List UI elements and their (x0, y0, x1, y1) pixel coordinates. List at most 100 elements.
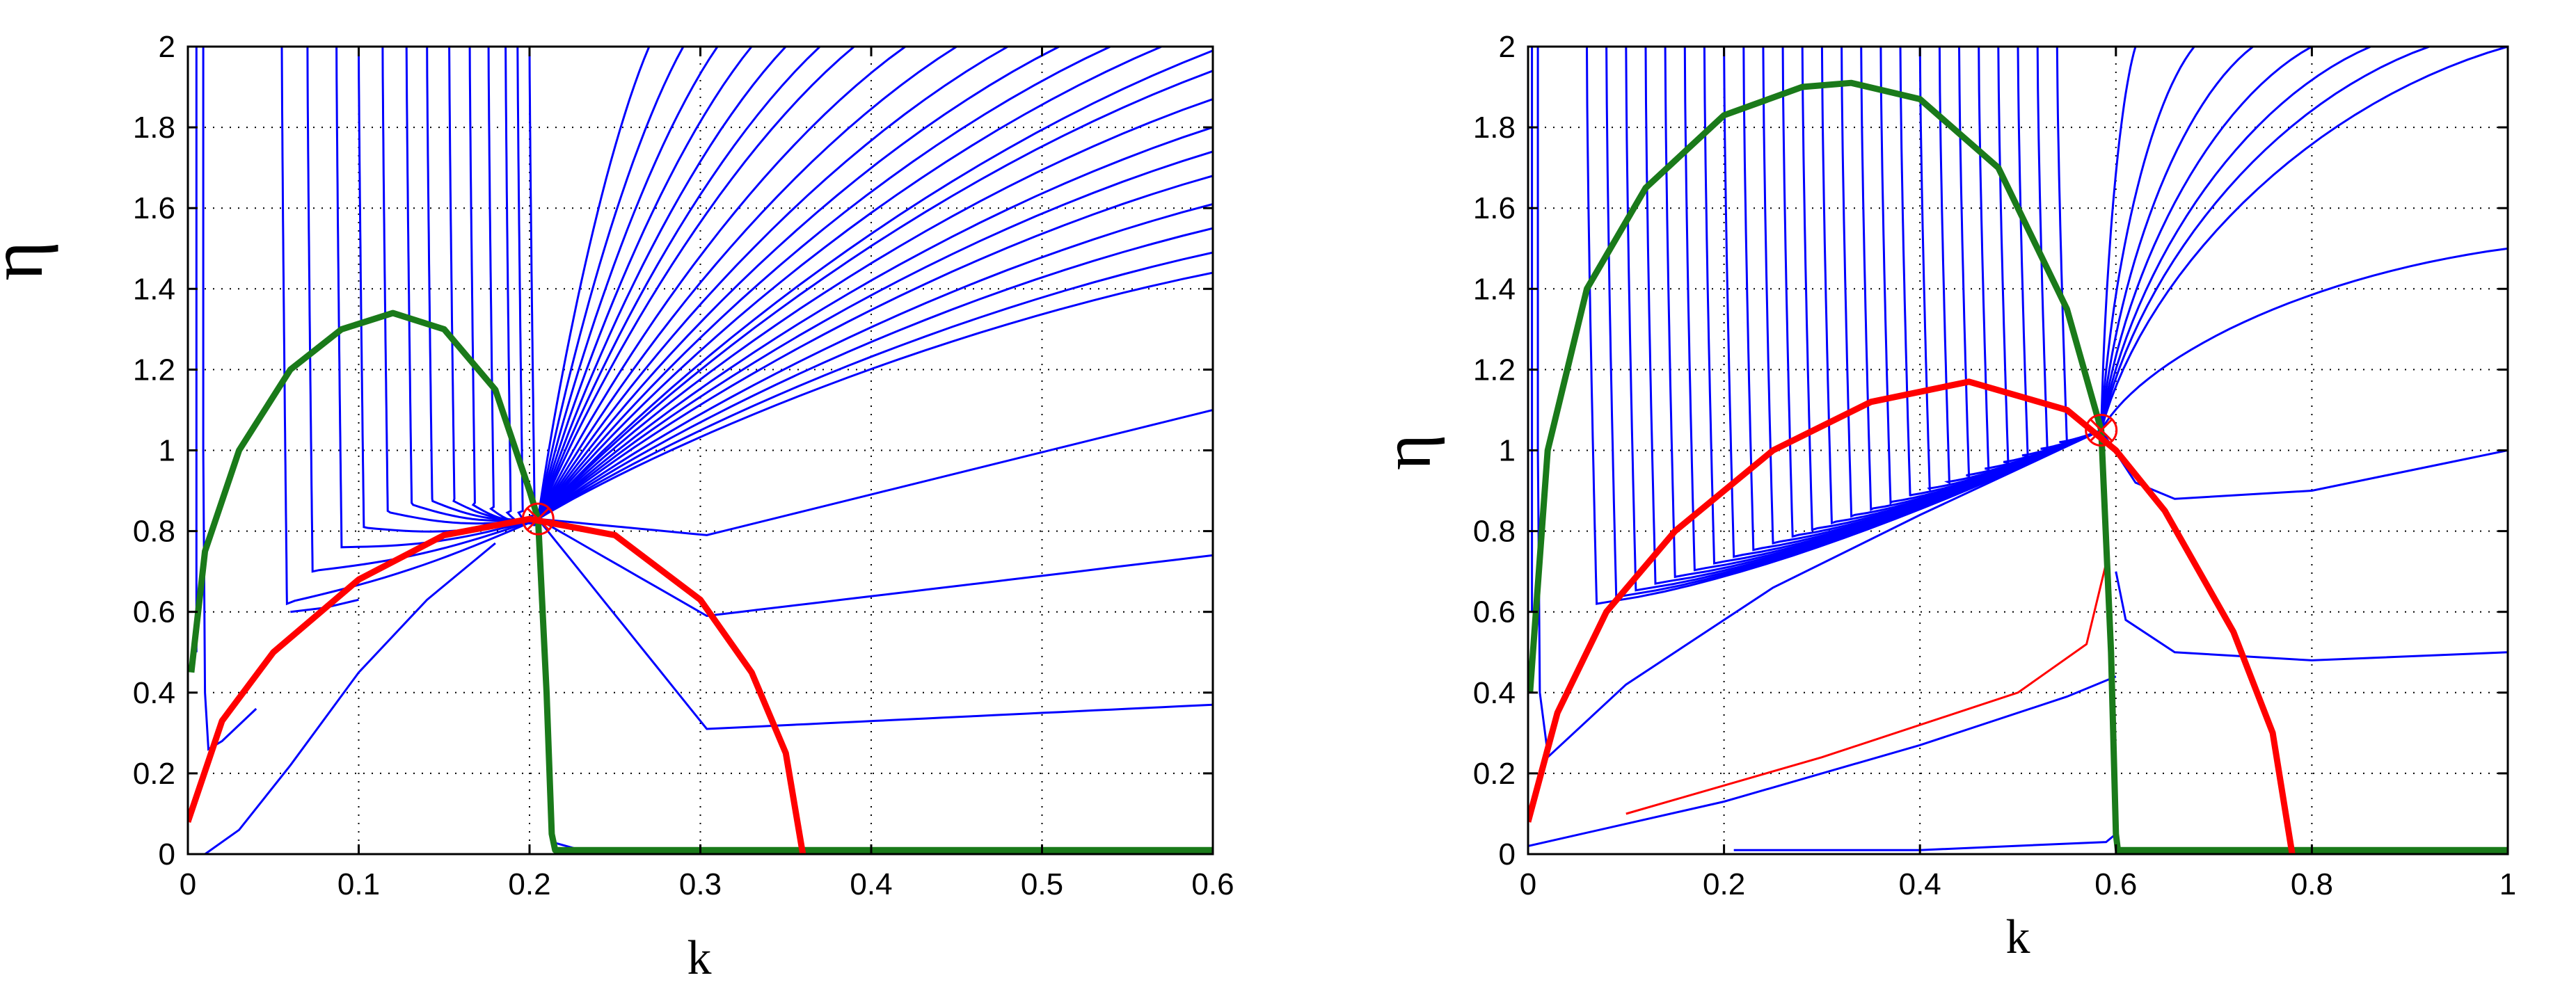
trajectory-line (537, 517, 1213, 618)
trajectory-line (537, 227, 1213, 520)
y-tick-label: 0.4 (133, 676, 175, 710)
trajectory-line (537, 49, 1213, 520)
trajectory-line (537, 202, 1213, 520)
trajectory-line (537, 47, 1009, 520)
fixed-point-cross (2090, 419, 2113, 442)
trajectory-line (536, 47, 787, 520)
trajectory-line (1528, 675, 2117, 847)
y-axis-label: η (1368, 434, 1445, 470)
green-curve (1528, 79, 2508, 853)
y-tick-label: 1.8 (1473, 111, 1516, 145)
y-tick-label: 1.2 (133, 353, 175, 387)
x-tick-label: 0.5 (1021, 867, 1063, 901)
trajectory-line (2100, 47, 2137, 431)
y-tick-label: 2 (1499, 30, 1516, 64)
trajectory-line (2056, 47, 2102, 444)
trajectory-line (536, 47, 855, 520)
y-tick-label: 1.8 (133, 111, 175, 145)
y-tick-label: 0 (159, 837, 175, 872)
trajectory-line (537, 518, 1213, 730)
trajectory-line (536, 47, 957, 520)
x-tick-label: 0 (1520, 867, 1536, 901)
red-trajectory-line (1625, 563, 2108, 815)
x-tick-label: 0.6 (2094, 867, 2137, 901)
trajectory-line (1733, 833, 2117, 851)
y-axis-label: η (0, 241, 58, 281)
x-tick-label: 0.2 (1703, 867, 1745, 901)
fixed-point-cross (527, 508, 550, 531)
x-tick-label: 0.3 (679, 867, 722, 901)
trajectory-line (536, 47, 821, 520)
y-tick-label: 0.2 (1473, 757, 1516, 791)
trajectory-line (537, 175, 1213, 520)
trajectory-line (537, 98, 1213, 520)
x-tick-label: 0.8 (2291, 867, 2333, 901)
y-tick-label: 1 (1499, 434, 1516, 468)
trajectory-line (528, 47, 539, 527)
x-tick-label: 0.6 (1191, 867, 1234, 901)
x-axis-label: k (687, 931, 712, 985)
x-tick-label: 0 (180, 867, 196, 901)
y-tick-label: 1 (159, 434, 175, 468)
trajectory-line (2100, 247, 2508, 431)
trajectory-line (2100, 47, 2371, 431)
trajectory-line (335, 47, 539, 549)
y-tick-label: 1.4 (1473, 272, 1516, 306)
x-axis-label: k (2006, 910, 2030, 964)
red-curve (188, 515, 806, 854)
green-curve (188, 310, 1213, 853)
trajectory-line (537, 271, 1213, 520)
trajectory-line (536, 47, 719, 520)
trajectory-line (536, 47, 685, 520)
trajectory-line (537, 47, 1111, 520)
trajectory-line (537, 70, 1213, 520)
trajectory-line (306, 47, 539, 573)
trajectory-line (405, 47, 539, 522)
trajectory-line (2100, 47, 2195, 431)
trajectory-line (536, 47, 753, 520)
x-tick-label: 0.4 (1899, 867, 1941, 901)
trajectory-line (504, 47, 539, 525)
fixed-point-marker (521, 502, 555, 536)
y-tick-label: 1.4 (133, 272, 175, 306)
trajectory-line (536, 47, 651, 520)
x-tick-label: 0.1 (337, 867, 380, 901)
trajectory-line (280, 47, 539, 606)
y-tick-label: 0.8 (133, 515, 175, 549)
trajectory-line (516, 47, 539, 525)
plot-area (188, 47, 1213, 854)
plot-area (1528, 47, 2508, 854)
y-tick-label: 1.6 (1473, 191, 1516, 225)
trajectory-line (426, 47, 539, 521)
trajectory-line (202, 47, 257, 751)
trajectory-line (536, 47, 906, 520)
y-tick-label: 2 (159, 30, 175, 64)
right-phase-portrait: 0 0.2 0.4 0.6 0.8 1 0 0.2 0.4 0.6 0.8 1 1.2 1.4 1.6 1.8… (1368, 30, 2516, 964)
left-phase-portrait: 0 0.1 0.2 0.3 0.4 0.5 0.6 0 0.2 0.4 0.6 0.8 1 1.2 1.4 1… (0, 30, 1234, 985)
y-tick-label: 0 (1499, 837, 1516, 872)
trajectory-line (537, 251, 1213, 520)
trajectory-line (2100, 47, 2508, 431)
y-tick-label: 0.2 (133, 757, 175, 791)
trajectory-line (537, 47, 1060, 520)
trajectory-line (204, 542, 496, 854)
trajectory-line (2115, 571, 2508, 661)
fixed-point-marker (2085, 413, 2118, 447)
y-tick-label: 1.2 (1473, 353, 1516, 387)
red-curve (1528, 378, 2296, 854)
x-tick-label: 1 (2499, 867, 2516, 901)
trajectory-line (2100, 47, 2254, 431)
trajectory-line (2100, 47, 2313, 431)
x-tick-label: 0.4 (850, 867, 892, 901)
x-tick-label: 0.2 (508, 867, 550, 901)
trajectory-line (537, 126, 1213, 520)
y-tick-label: 0.4 (1473, 676, 1516, 710)
y-tick-label: 0.8 (1473, 515, 1516, 549)
trajectory-line (538, 408, 1213, 536)
y-tick-label: 0.6 (133, 595, 175, 629)
trajectory-line (381, 47, 539, 525)
trajectory-line (537, 47, 1162, 520)
trajectory-line (2100, 47, 2430, 431)
